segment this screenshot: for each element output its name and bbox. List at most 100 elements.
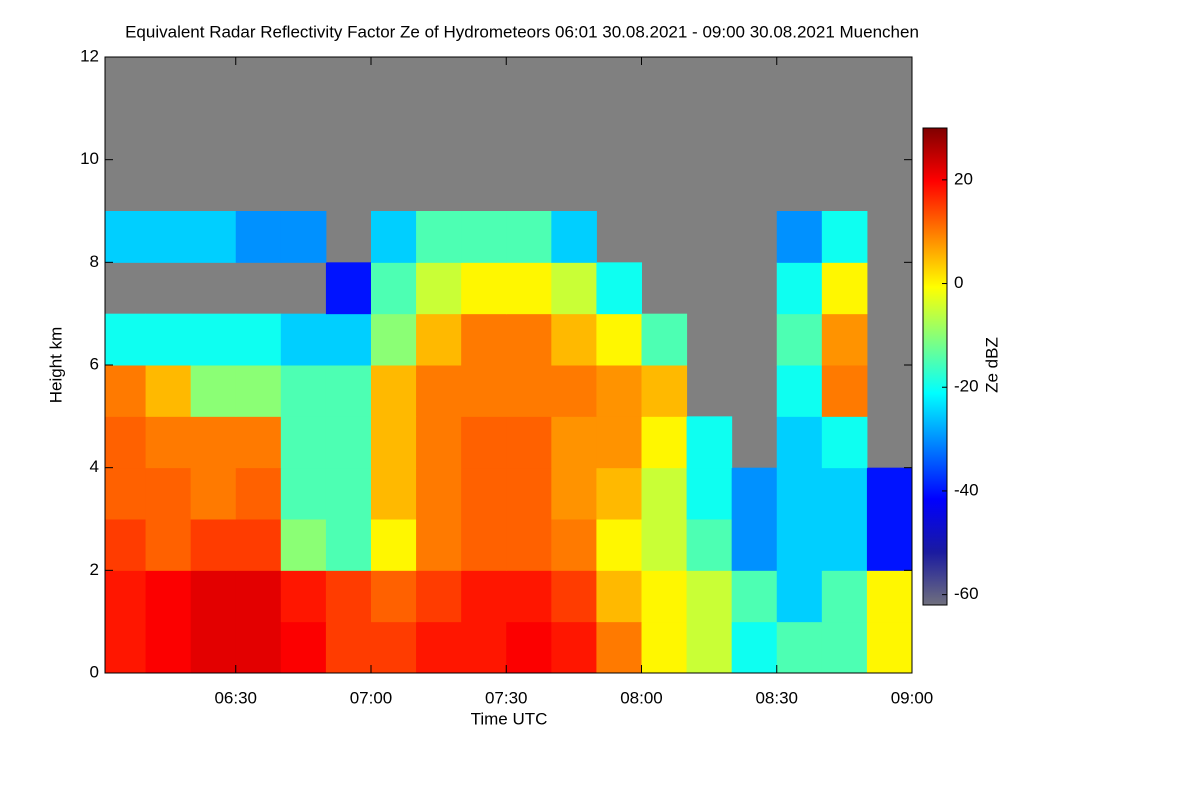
heatmap-cell: [731, 570, 778, 623]
heatmap-cell: [190, 570, 237, 623]
heatmap-cell: [641, 313, 688, 366]
heatmap-cell: [596, 519, 642, 571]
heatmap-cell: [280, 211, 327, 263]
heatmap-cell: [686, 519, 733, 571]
heatmap-cell: [641, 519, 688, 571]
heatmap-cell: [866, 621, 913, 674]
heatmap-cell: [596, 416, 642, 469]
heatmap-cell: [190, 416, 237, 469]
heatmap-cell: [461, 467, 507, 520]
heatmap-cell: [145, 621, 192, 674]
heatmap-cell: [461, 570, 507, 623]
heatmap-cell: [280, 570, 327, 623]
heatmap-cell: [105, 416, 147, 469]
heatmap-cell: [235, 211, 282, 263]
heatmap-cell: [190, 519, 237, 571]
colorbar-tick-label: -40: [954, 480, 979, 499]
heatmap-cell: [506, 313, 552, 366]
heatmap-cell: [551, 467, 597, 520]
heatmap-cell: [866, 519, 913, 571]
heatmap-cell: [235, 570, 282, 623]
heatmap-cell: [370, 570, 417, 623]
heatmap-cell: [416, 262, 462, 315]
y-tick-label: 6: [90, 354, 99, 373]
heatmap-cell: [145, 519, 192, 571]
heatmap-cell: [105, 570, 147, 623]
heatmap-cell: [551, 365, 597, 417]
heatmap-cell: [686, 621, 733, 674]
heatmap-cell: [145, 416, 192, 469]
heatmap-cell: [370, 621, 417, 674]
heatmap-cell: [370, 262, 417, 315]
heatmap-cell: [461, 313, 507, 366]
heatmap-cell: [280, 313, 327, 366]
heatmap-cell: [821, 416, 868, 469]
heatmap-cell: [866, 467, 913, 520]
heatmap-cell: [551, 621, 597, 674]
heatmap-cell: [105, 313, 147, 366]
heatmap-cell: [461, 262, 507, 315]
heatmap-cell: [461, 211, 507, 263]
heatmap-cell: [821, 365, 868, 417]
y-tick-label: 10: [80, 149, 99, 168]
heatmap-cell: [416, 313, 462, 366]
colorbar-tick-label: 20: [954, 169, 973, 188]
heatmap-cell: [105, 365, 147, 417]
heatmap-cell: [416, 211, 462, 263]
heatmap-cell: [776, 416, 823, 469]
heatmap-cell: [325, 467, 372, 520]
heatmap-cell: [506, 519, 552, 571]
heatmap-cell: [370, 519, 417, 571]
heatmap-cell: [370, 211, 417, 263]
heatmap-cell: [370, 313, 417, 366]
heatmap-cell: [641, 416, 688, 469]
heatmap-cell: [280, 519, 327, 571]
heatmap-cell: [776, 262, 823, 315]
heatmap-cell: [461, 621, 507, 674]
heatmap-cell: [551, 570, 597, 623]
heatmap-cell: [416, 621, 462, 674]
heatmap-cell: [866, 570, 913, 623]
heatmap-cell: [325, 262, 372, 315]
heatmap-cell: [776, 467, 823, 520]
heatmap-cell: [596, 621, 642, 674]
heatmap-cell: [686, 467, 733, 520]
heatmap-cell: [280, 621, 327, 674]
heatmap-cell: [731, 621, 778, 674]
heatmap-cell: [821, 262, 868, 315]
y-tick-label: 12: [80, 46, 99, 65]
heatmap-cell: [325, 365, 372, 417]
heatmap-cell: [190, 211, 237, 263]
heatmap-cell: [551, 211, 597, 263]
heatmap-cell: [280, 467, 327, 520]
heatmap-cell: [641, 621, 688, 674]
heatmap-cell: [280, 416, 327, 469]
colorbar: [922, 127, 948, 606]
x-tick-label: 09:00: [891, 688, 934, 707]
heatmap-cell: [325, 621, 372, 674]
heatmap-cell: [190, 621, 237, 674]
heatmap-cell: [821, 211, 868, 263]
heatmap-cell: [416, 570, 462, 623]
heatmap-cell: [686, 416, 733, 469]
heatmap-cell: [641, 570, 688, 623]
colorbar-tick-label: -20: [954, 377, 979, 396]
heatmap-cell: [506, 570, 552, 623]
colorbar-tick-label: 0: [954, 273, 963, 292]
heatmap-cell: [641, 365, 688, 417]
heatmap-cell: [461, 416, 507, 469]
heatmap-cell: [235, 365, 282, 417]
heatmap-cell: [190, 365, 237, 417]
heatmap-cell: [325, 313, 372, 366]
colorbar-tick-label: -60: [954, 584, 979, 603]
heatmap-cell: [596, 570, 642, 623]
heatmap-cell: [821, 313, 868, 366]
x-tick-label: 07:00: [350, 688, 393, 707]
heatmap-cell: [506, 416, 552, 469]
heatmap-cell: [731, 519, 778, 571]
heatmap-cell: [596, 262, 642, 315]
heatmap-cell: [596, 365, 642, 417]
heatmap-cell: [280, 365, 327, 417]
heatmap-cell: [821, 519, 868, 571]
heatmap-cell: [145, 570, 192, 623]
